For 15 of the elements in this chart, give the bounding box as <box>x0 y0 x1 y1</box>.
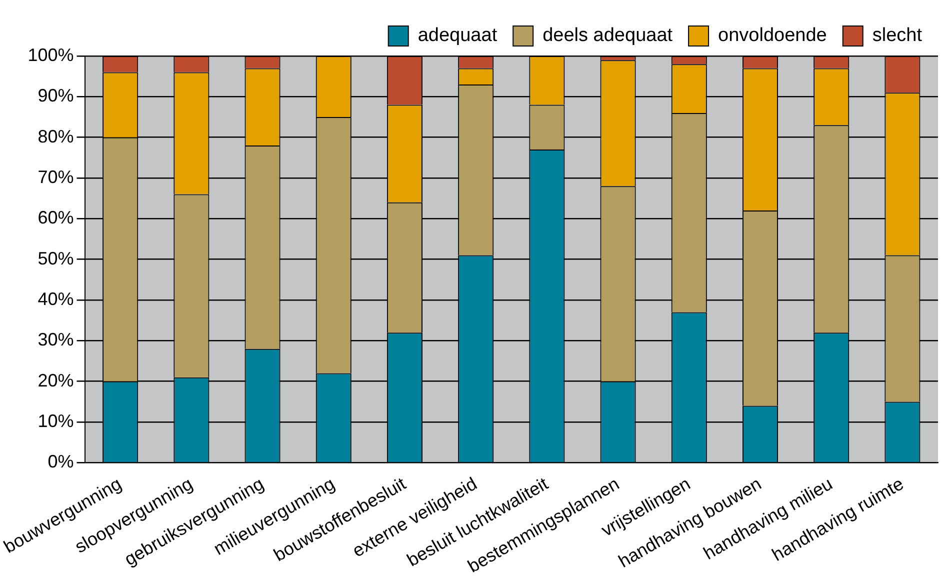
y-tick-label: 60% <box>38 208 74 228</box>
y-tick-label: 100% <box>28 44 74 65</box>
y-tick-label: 40% <box>38 289 74 310</box>
y-tick-label: 90% <box>38 86 74 106</box>
y-tick-label: 30% <box>38 330 74 350</box>
y-tick-label: 70% <box>38 166 74 187</box>
legend-label: adequaat <box>418 25 498 46</box>
y-tick-label: 50% <box>38 248 74 268</box>
y-tick-label: 0% <box>48 452 74 472</box>
legend-label: onvoldoende <box>718 25 827 46</box>
y-tick-label: 10% <box>38 411 74 432</box>
y-tick-label: 80% <box>38 126 74 146</box>
y-tick-label: 20% <box>38 370 74 390</box>
legend-label: deels adequaat <box>542 25 674 46</box>
legend-label: slecht <box>872 25 923 46</box>
